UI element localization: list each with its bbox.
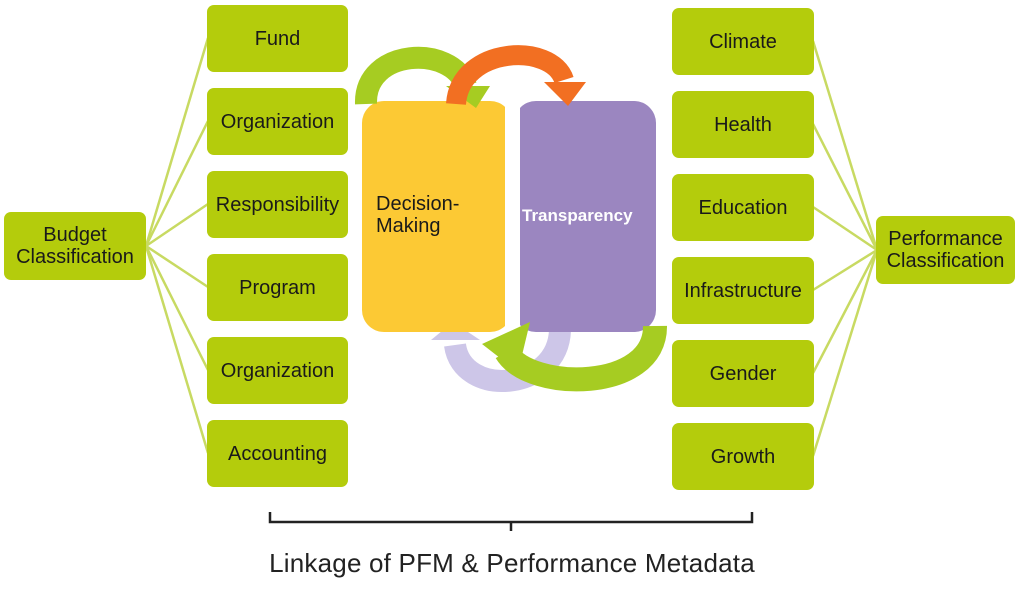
left-connector-line bbox=[144, 37, 210, 247]
right-item-growth: Growth bbox=[672, 423, 814, 490]
right-item-label: Education bbox=[698, 196, 788, 219]
left-item-label: Program bbox=[239, 276, 316, 299]
right-item-gender: Gender bbox=[672, 340, 814, 407]
right-connector-line bbox=[811, 249, 879, 457]
right-item-label: Climate bbox=[709, 30, 777, 53]
right-item-infrastructure: Infrastructure bbox=[672, 257, 814, 324]
left-connector-line bbox=[145, 202, 209, 248]
right-connector-line bbox=[812, 248, 878, 292]
block-divider bbox=[505, 101, 520, 332]
budget-classification-label-1: Budget bbox=[43, 224, 107, 246]
green-bottom-arrow bbox=[482, 322, 668, 392]
performance-classification-box: Performance Classification bbox=[876, 216, 1015, 284]
right-connector-line bbox=[811, 40, 879, 251]
right-item-climate: Climate bbox=[672, 8, 814, 75]
left-item-label: Organization bbox=[220, 359, 335, 382]
right-item-education: Education bbox=[672, 174, 814, 241]
right-connector-line bbox=[812, 205, 878, 252]
right-item-label: Gender bbox=[709, 362, 777, 385]
decision-making-block bbox=[362, 101, 512, 332]
left-connector-line bbox=[144, 120, 210, 247]
right-item-health: Health bbox=[672, 91, 814, 158]
performance-classification-label-1: Performance bbox=[888, 228, 1003, 250]
left-connector-line bbox=[144, 245, 210, 371]
budget-classification-box: Budget Classification bbox=[4, 212, 146, 280]
right-item-label: Health bbox=[714, 113, 772, 136]
left-connector-line bbox=[145, 244, 209, 289]
bottom-bracket bbox=[268, 512, 754, 531]
decision-making-label: Decision- Making bbox=[376, 193, 459, 237]
orange-top-arrow bbox=[446, 45, 586, 106]
diagram-caption: Linkage of PFM & Performance Metadata bbox=[269, 548, 755, 578]
left-item-label: Fund bbox=[254, 27, 301, 50]
left-item-organization-2: Organization bbox=[207, 337, 348, 404]
left-item-label: Organization bbox=[220, 110, 335, 133]
left-item-label: Accounting bbox=[228, 442, 327, 465]
left-item-organization: Organization bbox=[207, 88, 348, 155]
left-item-accounting: Accounting bbox=[207, 420, 348, 487]
left-connector-line bbox=[144, 245, 210, 454]
transparency-block bbox=[514, 101, 656, 332]
left-item-responsibility: Responsibility bbox=[207, 171, 348, 238]
left-item-fund: Fund bbox=[207, 5, 348, 72]
connector-lines bbox=[144, 37, 879, 457]
right-item-label: Growth bbox=[710, 445, 776, 468]
right-connector-line bbox=[811, 249, 879, 374]
budget-classification-label-2: Classification bbox=[16, 246, 134, 268]
left-item-label: Responsibility bbox=[215, 193, 340, 216]
decision-making-label-1: Decision- bbox=[376, 193, 460, 215]
right-connector-line bbox=[811, 123, 879, 251]
transparency-label: Transparency bbox=[522, 206, 633, 225]
performance-classification-label-2: Classification bbox=[886, 250, 1005, 272]
left-item-program: Program bbox=[207, 254, 348, 321]
decision-making-label-2: Making bbox=[376, 215, 441, 237]
right-item-label: Infrastructure bbox=[684, 279, 802, 302]
